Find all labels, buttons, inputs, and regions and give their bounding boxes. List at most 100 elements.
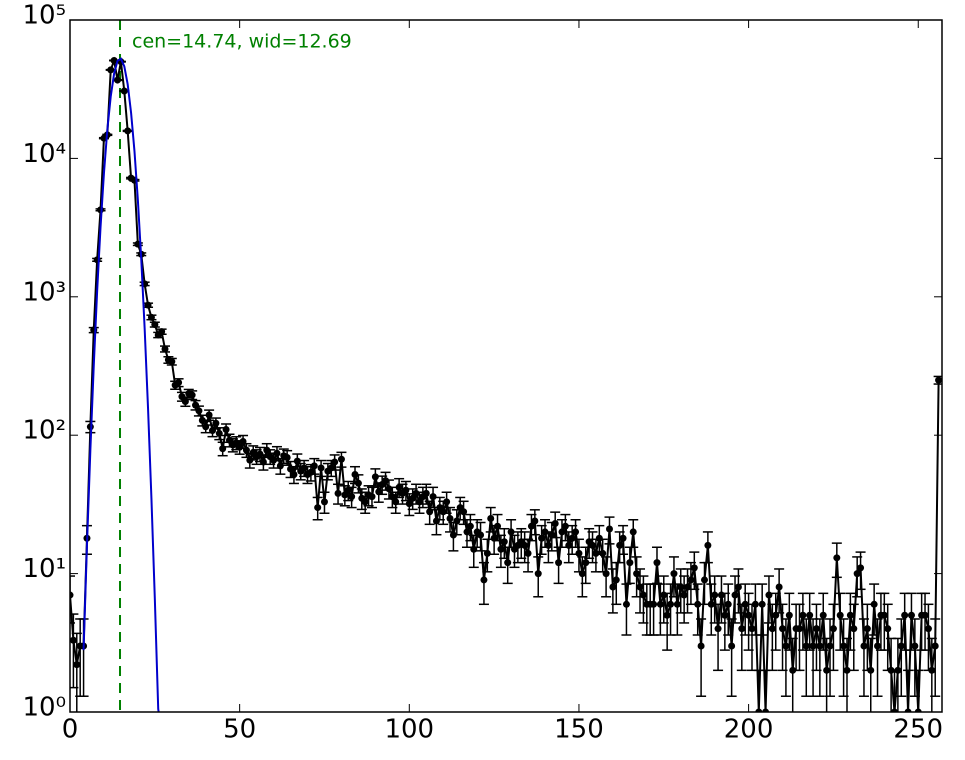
data-point bbox=[314, 504, 322, 512]
data-point bbox=[144, 301, 152, 309]
y-tick-label: 10³ bbox=[22, 277, 66, 307]
data-point bbox=[823, 666, 831, 674]
data-point bbox=[673, 600, 681, 608]
series-line bbox=[82, 57, 160, 712]
data-point bbox=[195, 407, 203, 415]
data-point bbox=[368, 493, 376, 501]
data-point bbox=[531, 517, 539, 525]
data-point bbox=[880, 611, 888, 619]
data-point bbox=[772, 611, 780, 619]
data-point bbox=[826, 642, 834, 650]
y-tick-label: 10¹ bbox=[22, 554, 66, 584]
data-point bbox=[70, 636, 77, 644]
data-point bbox=[161, 345, 169, 353]
data-point bbox=[568, 534, 576, 542]
data-point bbox=[707, 600, 715, 608]
data-point bbox=[382, 477, 390, 485]
data-point bbox=[748, 625, 756, 633]
data-point bbox=[609, 583, 617, 591]
data-point bbox=[392, 498, 400, 506]
data-point bbox=[853, 570, 861, 578]
data-point bbox=[107, 66, 115, 74]
data-point bbox=[192, 401, 200, 409]
data-point bbox=[151, 321, 159, 329]
data-point bbox=[599, 549, 607, 557]
y-tick-label: 10² bbox=[22, 416, 66, 446]
data-point bbox=[667, 600, 675, 608]
data-point bbox=[806, 611, 814, 619]
y-tick-label: 10⁰ bbox=[22, 693, 66, 723]
data-point bbox=[337, 455, 345, 463]
data-point bbox=[375, 488, 383, 496]
data-point bbox=[928, 666, 936, 674]
data-point bbox=[812, 625, 820, 633]
data-point bbox=[449, 531, 457, 539]
data-point bbox=[762, 708, 770, 712]
data-point bbox=[687, 576, 695, 584]
data-point bbox=[809, 642, 817, 650]
data-point bbox=[724, 600, 732, 608]
data-point bbox=[300, 464, 308, 472]
data-point bbox=[768, 625, 776, 633]
data-point bbox=[867, 666, 875, 674]
data-point bbox=[894, 666, 902, 674]
data-point bbox=[572, 528, 580, 536]
data-point bbox=[802, 642, 810, 650]
data-point bbox=[293, 457, 301, 465]
data-point bbox=[483, 549, 491, 557]
data-point bbox=[538, 534, 546, 542]
data-point bbox=[443, 498, 451, 506]
data-point bbox=[629, 528, 637, 536]
data-point bbox=[395, 483, 403, 491]
data-point bbox=[612, 576, 620, 584]
data-point bbox=[544, 541, 552, 549]
data-point bbox=[219, 445, 227, 453]
data-point bbox=[426, 508, 434, 516]
data-point bbox=[663, 611, 671, 619]
data-point bbox=[524, 549, 532, 557]
data-point bbox=[385, 485, 393, 493]
data-point bbox=[256, 450, 264, 458]
data-point bbox=[551, 520, 559, 528]
data-point bbox=[829, 625, 837, 633]
data-point bbox=[168, 358, 176, 366]
data-point bbox=[795, 625, 803, 633]
data-point bbox=[745, 611, 753, 619]
data-point bbox=[650, 600, 658, 608]
data-point bbox=[680, 591, 688, 599]
data-point bbox=[215, 429, 223, 437]
data-point bbox=[639, 591, 647, 599]
x-tick-label: 150 bbox=[554, 715, 604, 745]
data-point bbox=[785, 611, 793, 619]
data-point bbox=[592, 549, 600, 557]
data-point bbox=[270, 456, 278, 464]
data-point bbox=[198, 416, 206, 424]
data-point bbox=[901, 611, 909, 619]
data-point bbox=[714, 625, 722, 633]
data-point bbox=[246, 456, 254, 464]
plot-frame bbox=[69, 19, 943, 713]
data-point bbox=[660, 591, 668, 599]
data-point bbox=[765, 591, 773, 599]
data-point bbox=[789, 666, 797, 674]
data-point bbox=[799, 611, 807, 619]
data-point bbox=[758, 600, 766, 608]
data-point bbox=[636, 583, 644, 591]
data-point bbox=[694, 600, 702, 608]
data-point bbox=[527, 522, 535, 530]
data-point bbox=[561, 522, 569, 530]
data-point bbox=[534, 570, 542, 578]
data-point bbox=[497, 545, 505, 553]
data-point bbox=[110, 56, 118, 64]
data-point bbox=[921, 611, 929, 619]
data-point bbox=[619, 534, 627, 542]
data-point bbox=[263, 446, 271, 454]
data-point bbox=[470, 545, 478, 553]
data-point bbox=[521, 541, 529, 549]
data-point bbox=[494, 522, 502, 530]
data-point bbox=[690, 564, 698, 572]
data-point bbox=[728, 642, 736, 650]
data-point bbox=[422, 489, 430, 497]
data-point bbox=[779, 625, 787, 633]
data-point bbox=[273, 449, 281, 457]
